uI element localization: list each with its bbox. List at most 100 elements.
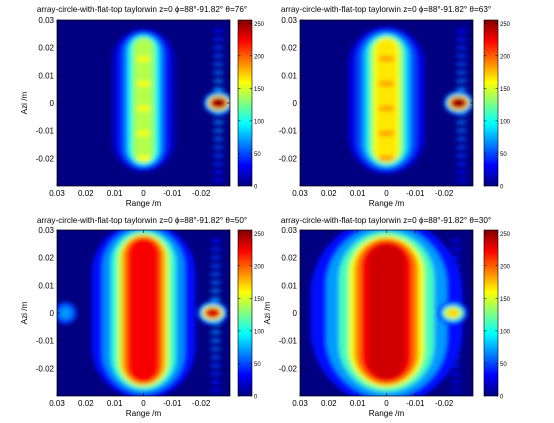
colorbar-tick-label: 200: [500, 54, 511, 60]
y-tick-label: 0.02: [38, 44, 54, 53]
sidelobe: [212, 145, 224, 150]
sidelobe: [450, 247, 462, 252]
x-tick-label: -0.02: [192, 399, 211, 408]
sidelobe: [212, 153, 224, 158]
colorbar-tick-label: 50: [254, 152, 261, 158]
heatmap-image-2: [300, 20, 473, 186]
x-tick-label: 0.03: [292, 399, 308, 408]
y-tick-label: 0.03: [281, 16, 297, 25]
x-tick-label: -0.02: [435, 189, 454, 198]
colorbar-tick-label: 200: [254, 54, 265, 60]
colorbar-tick-label: 50: [500, 152, 507, 158]
x-axis-label: Range /m: [369, 199, 405, 208]
colorbar-tick-label: 150: [500, 297, 511, 303]
chart-title-3: array-circle-with-flat-top taylorwin z=0…: [37, 216, 247, 225]
y-tick-label: -0.02: [279, 154, 298, 163]
x-tick-label: -0.01: [163, 189, 182, 198]
sidelobe: [212, 87, 224, 91]
sidelobe: [210, 363, 222, 368]
sidelobe: [210, 280, 222, 285]
colorbar-tick-label: 50: [500, 362, 507, 368]
x-tick-label: -0.01: [406, 399, 425, 408]
sidelobe: [212, 79, 224, 83]
main-column: [135, 38, 152, 162]
y-tick-label: -0.02: [36, 364, 55, 373]
colorbar-tick-label: 150: [254, 87, 265, 93]
column-node: [377, 55, 396, 62]
sidelobe: [455, 178, 467, 183]
chart-title-1: array-circle-with-flat-top taylorwin z=0…: [37, 5, 247, 14]
heatmap-panel-2: array-circle-with-flat-top taylorwin z=0…: [279, 5, 511, 208]
sidelobe: [455, 128, 467, 133]
sidelobe: [455, 54, 467, 58]
colorbar-tick-label: 250: [254, 22, 265, 28]
y-tick-label: 0.01: [38, 281, 54, 290]
sidelobe: [455, 37, 467, 42]
sidelobe: [455, 87, 467, 91]
colorbar-tick-label: 100: [500, 119, 511, 125]
sidelobe: [212, 170, 224, 174]
sidelobe: [455, 170, 467, 174]
colorbar-1: [237, 19, 253, 187]
y-tick-label: -0.01: [36, 127, 55, 136]
y-tick-label: -0.02: [36, 154, 55, 163]
colorbar-tick-label: 0: [254, 395, 258, 401]
sidelobe: [450, 239, 462, 243]
main-column: [376, 39, 397, 162]
column-node: [377, 105, 396, 112]
main-column: [130, 239, 157, 382]
y-tick-label: 0.03: [38, 16, 54, 25]
colorbar-tick-label: 100: [254, 329, 265, 335]
heatmap-panel-4: array-circle-with-flat-top taylorwin z=0…: [263, 216, 511, 418]
x-tick-label: 0.02: [78, 189, 94, 198]
sidelobe: [450, 388, 462, 393]
colorbar-tick-label: 150: [500, 87, 511, 93]
sidelobe: [455, 137, 467, 141]
hotspot: [446, 309, 459, 317]
x-tick-label: 0: [384, 189, 389, 198]
colorbar-tick-label: 50: [254, 362, 261, 368]
y-axis-label: Azi /m: [20, 301, 29, 324]
x-axis-label: Range /m: [369, 409, 405, 418]
heatmap-panel-3: array-circle-with-flat-top taylorwin z=0…: [20, 216, 265, 418]
chart-title-4: array-circle-with-flat-top taylorwin z=0…: [281, 216, 491, 225]
y-tick-label: 0: [50, 99, 55, 108]
chart-title-2: array-circle-with-flat-top taylorwin z=0…: [281, 5, 491, 14]
main-column: [367, 244, 406, 380]
column-node: [136, 55, 151, 62]
y-tick-label: 0: [293, 309, 298, 318]
y-tick-label: 0: [293, 99, 298, 108]
y-tick-label: 0.02: [281, 254, 297, 263]
column-node: [377, 130, 396, 137]
sidelobe: [212, 178, 224, 183]
sidelobe: [210, 297, 222, 301]
sidelobe: [210, 264, 222, 268]
y-tick-label: 0.03: [281, 226, 297, 235]
heatmap-image-4: [300, 230, 473, 396]
column-node: [377, 155, 396, 162]
sidelobe: [212, 62, 224, 67]
colorbar-tick-label: 150: [254, 297, 265, 303]
sidelobe: [210, 372, 222, 376]
y-tick-label: -0.02: [279, 364, 298, 373]
y-tick-label: 0.03: [38, 226, 54, 235]
x-tick-label: 0.01: [350, 189, 366, 198]
colorbar-tick-label: 200: [254, 264, 265, 270]
sidelobe: [455, 29, 467, 33]
colorbar-tick-label: 250: [500, 22, 511, 28]
colorbar-tick-label: 0: [500, 395, 504, 401]
sidelobe: [210, 330, 222, 335]
column-node: [136, 130, 151, 137]
y-tick-label: 0.01: [281, 71, 297, 80]
x-tick-label: 0.03: [49, 399, 65, 408]
sidelobe: [210, 347, 222, 351]
x-tick-label: -0.01: [163, 399, 182, 408]
y-tick-label: -0.01: [36, 337, 55, 346]
heatmap-panel-1: array-circle-with-flat-top taylorwin z=0…: [20, 5, 265, 208]
colorbar-tick-label: 100: [500, 329, 511, 335]
sidelobe: [455, 45, 467, 50]
y-tick-label: 0.01: [38, 71, 54, 80]
sidelobe: [455, 153, 467, 158]
colorbar-tick-label: 200: [500, 264, 511, 270]
